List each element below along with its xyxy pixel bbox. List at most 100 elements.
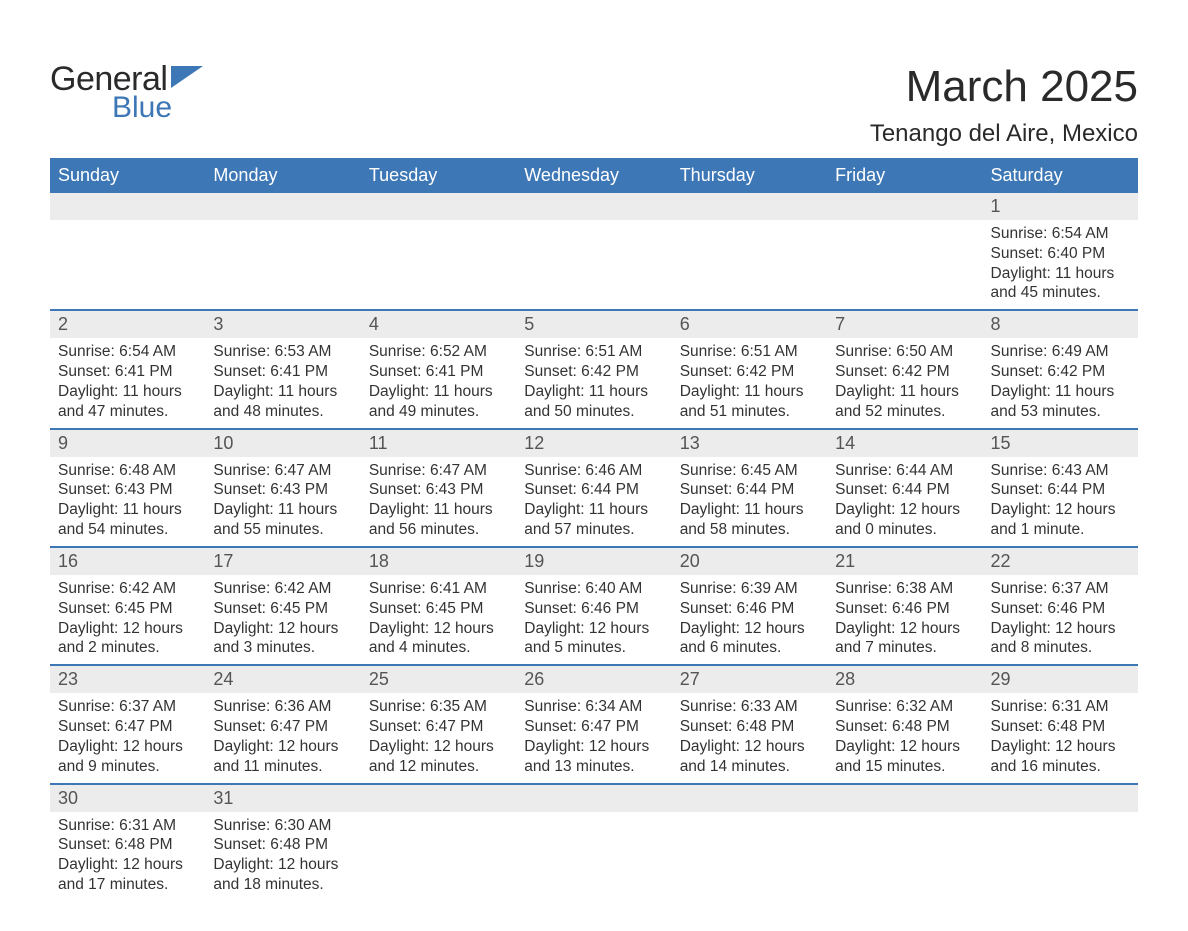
daylight-line2: and 4 minutes. [369,638,510,658]
day-number: 1 [983,193,1138,220]
day-number [827,785,982,812]
sunrise-text: Sunrise: 6:30 AM [213,816,354,836]
header: General Blue March 2025 Tenango del Aire… [50,50,1138,148]
day-details [516,812,671,901]
sunset-text: Sunset: 6:42 PM [524,362,665,382]
sunset-text: Sunset: 6:47 PM [524,717,665,737]
sunset-text: Sunset: 6:45 PM [58,599,199,619]
day-number [983,785,1138,812]
sunset-text: Sunset: 6:44 PM [835,480,976,500]
month-title: March 2025 [870,62,1138,112]
day-details: Sunrise: 6:33 AMSunset: 6:48 PMDaylight:… [672,693,827,782]
daylight-line2: and 51 minutes. [680,402,821,422]
col-thursday: Thursday [672,158,827,193]
daylight-line2: and 49 minutes. [369,402,510,422]
day-details: Sunrise: 6:38 AMSunset: 6:46 PMDaylight:… [827,575,982,664]
day-details: Sunrise: 6:49 AMSunset: 6:42 PMDaylight:… [983,338,1138,427]
daylight-line1: Daylight: 12 hours [991,500,1132,520]
day-number: 9 [50,430,205,457]
day-number: 2 [50,311,205,338]
day-details: Sunrise: 6:46 AMSunset: 6:44 PMDaylight:… [516,457,671,546]
daylight-line2: and 5 minutes. [524,638,665,658]
day-number: 28 [827,666,982,693]
day-details: Sunrise: 6:37 AMSunset: 6:46 PMDaylight:… [983,575,1138,664]
day-number: 19 [516,548,671,575]
sunrise-text: Sunrise: 6:48 AM [58,461,199,481]
title-block: March 2025 Tenango del Aire, Mexico [870,50,1138,148]
daylight-line1: Daylight: 12 hours [680,737,821,757]
sunset-text: Sunset: 6:47 PM [369,717,510,737]
day-number: 3 [205,311,360,338]
daylight-line1: Daylight: 12 hours [213,737,354,757]
daylight-line2: and 18 minutes. [213,875,354,895]
day-number: 15 [983,430,1138,457]
col-wednesday: Wednesday [516,158,671,193]
day-details [516,220,671,309]
sunset-text: Sunset: 6:48 PM [58,835,199,855]
day-details: Sunrise: 6:48 AMSunset: 6:43 PMDaylight:… [50,457,205,546]
sunrise-text: Sunrise: 6:49 AM [991,342,1132,362]
day-details [983,812,1138,901]
day-number: 12 [516,430,671,457]
location-label: Tenango del Aire, Mexico [870,120,1138,148]
daylight-line2: and 17 minutes. [58,875,199,895]
day-details: Sunrise: 6:51 AMSunset: 6:42 PMDaylight:… [672,338,827,427]
daylight-line1: Daylight: 12 hours [680,619,821,639]
sunrise-text: Sunrise: 6:39 AM [680,579,821,599]
daylight-line1: Daylight: 12 hours [58,619,199,639]
daylight-line2: and 48 minutes. [213,402,354,422]
day-number: 11 [361,430,516,457]
sunrise-text: Sunrise: 6:40 AM [524,579,665,599]
day-details: Sunrise: 6:51 AMSunset: 6:42 PMDaylight:… [516,338,671,427]
daylight-line1: Daylight: 12 hours [369,737,510,757]
day-details: Sunrise: 6:31 AMSunset: 6:48 PMDaylight:… [50,812,205,901]
daylight-line1: Daylight: 11 hours [680,382,821,402]
day-details [361,812,516,901]
sunset-text: Sunset: 6:43 PM [213,480,354,500]
week-daynum-row: 2345678 [50,309,1138,338]
daylight-line1: Daylight: 12 hours [213,855,354,875]
daylight-line1: Daylight: 11 hours [213,500,354,520]
sunset-text: Sunset: 6:43 PM [58,480,199,500]
col-saturday: Saturday [983,158,1138,193]
day-details: Sunrise: 6:54 AMSunset: 6:40 PMDaylight:… [983,220,1138,309]
daylight-line2: and 45 minutes. [991,283,1132,303]
day-details: Sunrise: 6:53 AMSunset: 6:41 PMDaylight:… [205,338,360,427]
daylight-line1: Daylight: 11 hours [58,500,199,520]
daylight-line2: and 56 minutes. [369,520,510,540]
day-number [672,785,827,812]
day-number: 4 [361,311,516,338]
day-number: 22 [983,548,1138,575]
daylight-line2: and 47 minutes. [58,402,199,422]
sunset-text: Sunset: 6:44 PM [524,480,665,500]
sunset-text: Sunset: 6:42 PM [991,362,1132,382]
day-number [672,193,827,220]
sunrise-text: Sunrise: 6:42 AM [58,579,199,599]
daylight-line2: and 1 minute. [991,520,1132,540]
col-monday: Monday [205,158,360,193]
day-number: 5 [516,311,671,338]
day-details: Sunrise: 6:43 AMSunset: 6:44 PMDaylight:… [983,457,1138,546]
daylight-line1: Daylight: 12 hours [58,855,199,875]
day-details: Sunrise: 6:41 AMSunset: 6:45 PMDaylight:… [361,575,516,664]
sunrise-text: Sunrise: 6:32 AM [835,697,976,717]
daylight-line2: and 57 minutes. [524,520,665,540]
day-details [205,220,360,309]
sunset-text: Sunset: 6:47 PM [213,717,354,737]
day-details: Sunrise: 6:35 AMSunset: 6:47 PMDaylight:… [361,693,516,782]
daylight-line2: and 50 minutes. [524,402,665,422]
daylight-line1: Daylight: 11 hours [991,264,1132,284]
sunset-text: Sunset: 6:42 PM [680,362,821,382]
day-number: 29 [983,666,1138,693]
day-details [672,220,827,309]
daylight-line1: Daylight: 12 hours [835,737,976,757]
day-number: 18 [361,548,516,575]
sunset-text: Sunset: 6:46 PM [835,599,976,619]
daylight-line2: and 53 minutes. [991,402,1132,422]
day-details [50,220,205,309]
daylight-line1: Daylight: 11 hours [58,382,199,402]
daylight-line1: Daylight: 11 hours [991,382,1132,402]
daylight-line2: and 6 minutes. [680,638,821,658]
week-details-row: Sunrise: 6:54 AMSunset: 6:41 PMDaylight:… [50,338,1138,427]
col-sunday: Sunday [50,158,205,193]
